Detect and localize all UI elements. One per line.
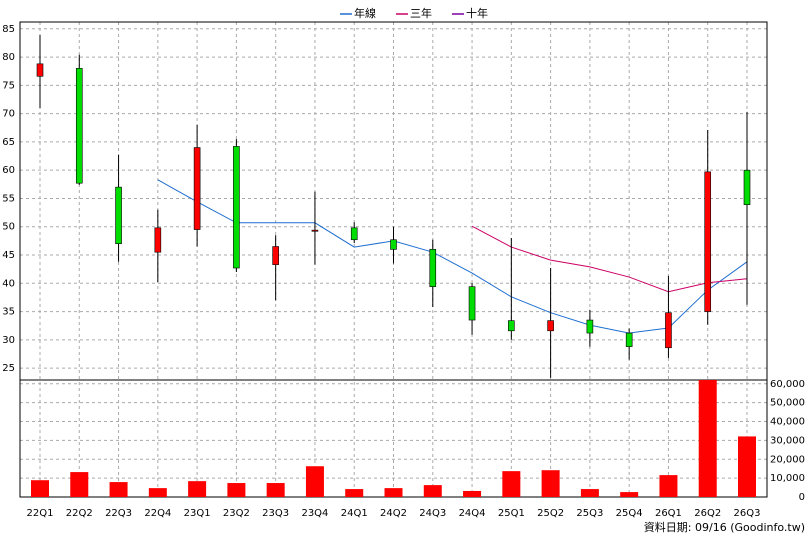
volume-bar	[305, 466, 324, 497]
x-tick-label: 23Q4	[301, 508, 328, 519]
candle-body	[625, 332, 633, 347]
candle-body	[390, 239, 397, 250]
y-tick-label: 70	[2, 109, 15, 120]
y-tick-label: 55	[2, 193, 15, 204]
volume-bar	[70, 472, 89, 497]
y-tick-label: 60	[2, 165, 15, 176]
x-tick-label: 24Q2	[380, 508, 407, 519]
candle-body	[154, 227, 162, 253]
volume-bar	[148, 488, 167, 497]
candle-body	[350, 227, 358, 241]
legend-label: 年線	[354, 6, 376, 20]
volume-bar	[423, 485, 442, 497]
y-tick-label: 30	[2, 335, 15, 346]
candle-body	[665, 312, 672, 349]
volume-bar	[463, 490, 482, 497]
volume-bar	[620, 492, 639, 497]
y2-tick-label: 20,000	[770, 454, 805, 465]
y-tick-label: 40	[2, 278, 15, 289]
line-0	[157, 179, 748, 334]
volume-bar	[109, 482, 128, 497]
y2-tick-label: 40,000	[770, 417, 805, 428]
candle-body	[704, 171, 712, 312]
candle-body	[743, 169, 751, 205]
x-tick-label: 24Q3	[419, 508, 446, 519]
y2-tick-label: 60,000	[770, 379, 805, 390]
y-tick-label: 80	[2, 52, 15, 63]
x-tick-label: 22Q2	[66, 508, 93, 519]
candle-body	[468, 286, 476, 321]
y2-tick-label: 50,000	[770, 398, 805, 409]
line-1	[471, 225, 748, 293]
candle-body	[36, 63, 44, 77]
price-panel	[19, 21, 768, 381]
x-tick-label: 23Q2	[223, 508, 250, 519]
candle-body	[429, 249, 437, 287]
candle-body	[75, 68, 83, 184]
x-tick-label: 23Q1	[184, 508, 211, 519]
y-tick-label: 75	[2, 80, 15, 91]
x-tick-label: 26Q2	[694, 508, 721, 519]
candle-body	[272, 246, 279, 265]
y-tick-label: 85	[2, 24, 15, 35]
volume-bar	[266, 483, 285, 497]
y2-tick-label: 0	[799, 492, 805, 503]
x-tick-label: 24Q4	[459, 508, 486, 519]
candle-body	[233, 146, 240, 269]
y-tick-label: 50	[2, 222, 15, 233]
candle-body	[547, 320, 554, 332]
x-tick-label: 26Q1	[655, 508, 682, 519]
x-tick-label: 25Q2	[537, 508, 564, 519]
x-tick-label: 26Q3	[734, 508, 761, 519]
volume-bar	[345, 489, 364, 497]
y-tick-label: 45	[2, 250, 15, 261]
x-tick-label: 25Q4	[616, 508, 643, 519]
x-tick-label: 22Q3	[105, 508, 132, 519]
x-tick-label: 22Q1	[27, 508, 54, 519]
volume-bar	[227, 483, 246, 497]
y-tick-label: 25	[2, 363, 15, 374]
x-tick-label: 23Q3	[262, 508, 289, 519]
volume-bar	[580, 489, 599, 497]
candle-body	[586, 319, 594, 334]
x-tick-label: 25Q1	[498, 508, 525, 519]
volume-bar	[698, 380, 717, 497]
volume-bar	[384, 488, 403, 497]
volume-bar	[541, 470, 560, 497]
candle-body	[508, 320, 515, 332]
y-tick-label: 35	[2, 307, 15, 318]
volume-bar	[502, 471, 521, 497]
y2-tick-label: 30,000	[770, 435, 805, 446]
volume-bar	[188, 481, 207, 497]
y-tick-label: 65	[2, 137, 15, 148]
volume-bar	[738, 436, 756, 497]
x-tick-label: 24Q1	[341, 508, 368, 519]
footer: 資料日期: 09/16 (Goodinfo.tw)	[644, 520, 805, 534]
legend-label: 三年	[410, 6, 432, 20]
candle-body	[311, 229, 319, 232]
candle-body	[193, 147, 201, 230]
x-tick-label: 25Q3	[576, 508, 603, 519]
y2-tick-label: 10,000	[770, 473, 805, 484]
x-tick-label: 22Q4	[144, 508, 171, 519]
legend-label: 十年	[466, 6, 488, 20]
candle-body	[115, 186, 122, 244]
volume-bar	[31, 480, 49, 497]
volume-bar	[659, 475, 678, 497]
